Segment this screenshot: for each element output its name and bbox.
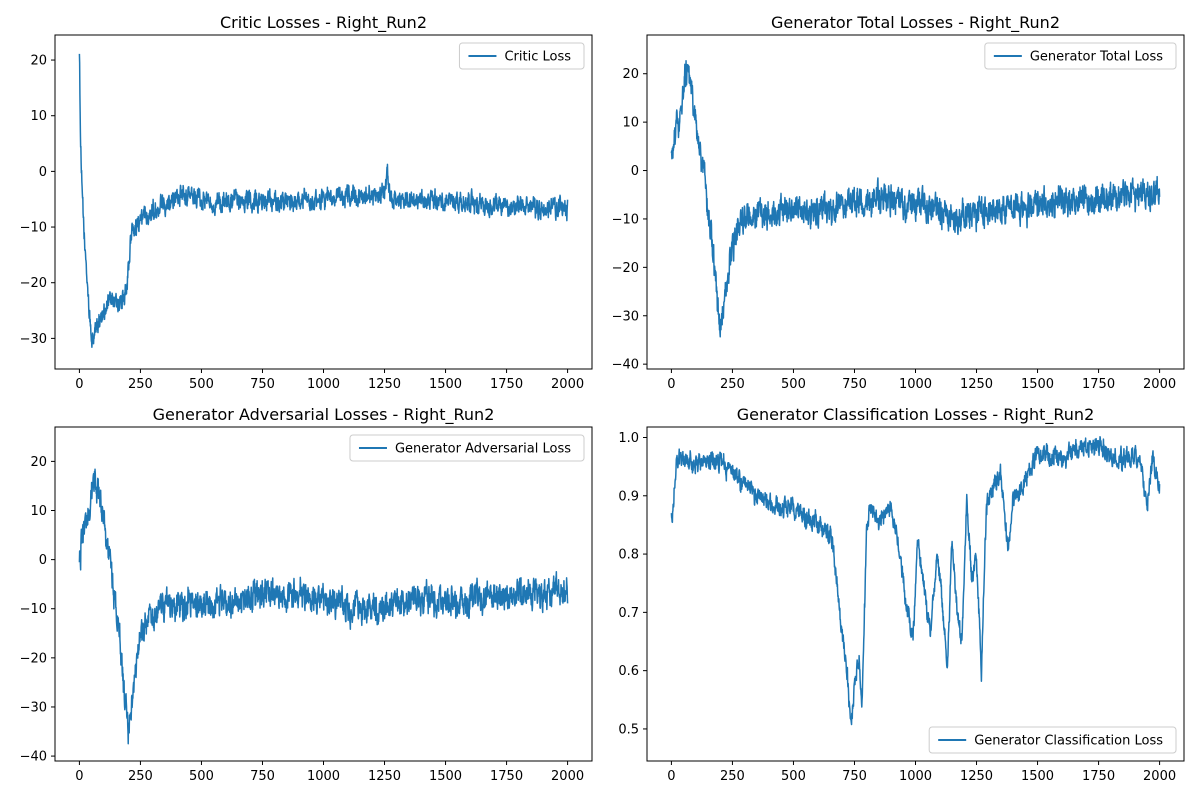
y-tick-label: 0.9 (618, 489, 639, 504)
series-line-critic-loss (78, 53, 569, 349)
x-tick-label: 0 (667, 377, 675, 392)
x-tick-label: 1000 (307, 769, 340, 784)
y-tick-label: 10 (30, 504, 47, 519)
x-tick-label: 1750 (1082, 769, 1115, 784)
x-tick-label: 1000 (899, 769, 932, 784)
y-tick-label: −10 (20, 221, 47, 236)
x-tick-label: 500 (189, 769, 214, 784)
y-tick-label: 0 (631, 164, 639, 179)
legend-box (458, 42, 585, 70)
y-tick-label: 0.7 (618, 606, 639, 621)
legend: Generator Adversarial Loss (349, 434, 585, 462)
y-tick-label: −30 (20, 700, 47, 715)
x-tick-label: 250 (128, 377, 153, 392)
x-tick-label: 750 (842, 769, 867, 784)
y-tick-label: 0.5 (618, 722, 639, 737)
legend-box (349, 434, 585, 462)
legend: Critic Loss (458, 42, 585, 70)
legend: Generator Total Loss (984, 42, 1177, 70)
x-tick-label: 250 (720, 769, 745, 784)
legend-box (984, 42, 1177, 70)
x-tick-label: 2000 (1143, 377, 1176, 392)
y-tick-label: −20 (20, 651, 47, 666)
x-tick-label: 1500 (429, 377, 462, 392)
x-tick-label: 500 (781, 377, 806, 392)
plot-area (670, 435, 1161, 726)
x-tick-label: 1750 (490, 377, 523, 392)
x-tick-label: 750 (842, 377, 867, 392)
x-tick-label: 2000 (551, 769, 584, 784)
x-tick-label: 1250 (960, 377, 993, 392)
x-tick-label: 1250 (368, 769, 401, 784)
generator-adversarial-losses-panel: Generator Adversarial Losses - Right_Run… (20, 405, 593, 784)
x-tick-label: 1500 (1021, 769, 1054, 784)
x-tick-label: 750 (250, 769, 275, 784)
legend-label-critic-loss: Critic Loss (504, 50, 571, 65)
panel-title: Generator Adversarial Losses - Right_Run… (153, 405, 495, 425)
x-tick-label: 1750 (1082, 377, 1115, 392)
y-tick-label: −30 (20, 332, 47, 347)
y-tick-label: 20 (622, 67, 639, 82)
y-tick-label: −10 (612, 212, 639, 227)
y-tick-label: −10 (20, 602, 47, 617)
ticks: 0 250 500 750 1000 1250 1500 1750 2000 −30 −20 −10 0… (20, 54, 585, 392)
x-tick-label: 1750 (490, 769, 523, 784)
x-tick-label: 1000 (899, 377, 932, 392)
y-tick-label: −20 (20, 276, 47, 291)
generator-total-losses-panel: Generator Total Losses - Right_Run2 0 250… (612, 13, 1185, 392)
series-line-generator-classification-loss (670, 435, 1161, 726)
y-tick-label: 20 (30, 455, 47, 470)
y-tick-label: 1.0 (618, 431, 639, 446)
y-tick-label: 0 (39, 165, 47, 180)
x-tick-label: 2000 (551, 377, 584, 392)
y-tick-label: 10 (622, 116, 639, 131)
y-tick-label: −40 (612, 358, 639, 373)
x-tick-label: 0 (75, 377, 83, 392)
x-tick-label: 1500 (1021, 377, 1054, 392)
y-tick-label: 20 (30, 54, 47, 69)
panel-title: Generator Classification Losses - Right_… (737, 405, 1095, 425)
x-tick-label: 750 (250, 377, 275, 392)
y-tick-label: 10 (30, 109, 47, 124)
panel-title: Generator Total Losses - Right_Run2 (771, 13, 1060, 33)
legend: Generator Classification Loss (928, 726, 1177, 754)
ticks: 0 250 500 750 1000 1250 1500 1750 2000 −40 −30 −20 −… (20, 455, 585, 784)
x-tick-label: 1000 (307, 377, 340, 392)
generator-classification-losses-panel: Generator Classification Losses - Right_… (618, 405, 1185, 784)
series-line-generator-total-loss (670, 60, 1161, 338)
series-line-generator-adversarial-loss (78, 468, 569, 745)
legend-label-generator-adversarial-loss: Generator Adversarial Loss (395, 442, 571, 457)
y-tick-label: −40 (20, 750, 47, 765)
plot-area (78, 53, 569, 349)
x-tick-label: 1250 (368, 377, 401, 392)
x-tick-label: 500 (189, 377, 214, 392)
plot-area (670, 60, 1161, 338)
plot-area (78, 468, 569, 745)
legend-box (928, 726, 1177, 754)
ticks: 0 250 500 750 1000 1250 1500 1750 2000 0.5 0.6 0.7 0… (618, 431, 1176, 784)
y-tick-label: −20 (612, 261, 639, 276)
x-tick-label: 500 (781, 769, 806, 784)
x-tick-label: 250 (720, 377, 745, 392)
y-tick-label: 0 (39, 553, 47, 568)
x-tick-label: 0 (667, 769, 675, 784)
panel-title: Critic Losses - Right_Run2 (220, 13, 427, 33)
y-tick-label: −30 (612, 309, 639, 324)
x-tick-label: 0 (75, 769, 83, 784)
critic-losses-panel: Critic Losses - Right_Run2 0 250 500 750 100… (20, 13, 593, 392)
x-tick-label: 1500 (429, 769, 462, 784)
x-tick-label: 1250 (960, 769, 993, 784)
x-tick-label: 2000 (1143, 769, 1176, 784)
y-tick-label: 0.6 (618, 664, 639, 679)
y-tick-label: 0.8 (618, 548, 639, 563)
legend-label-generator-classification-loss: Generator Classification Loss (974, 734, 1163, 749)
ticks: 0 250 500 750 1000 1250 1500 1750 2000 −40 −30 −20 −… (612, 67, 1177, 392)
legend-label-generator-total-loss: Generator Total Loss (1030, 50, 1163, 65)
x-tick-label: 250 (128, 769, 153, 784)
